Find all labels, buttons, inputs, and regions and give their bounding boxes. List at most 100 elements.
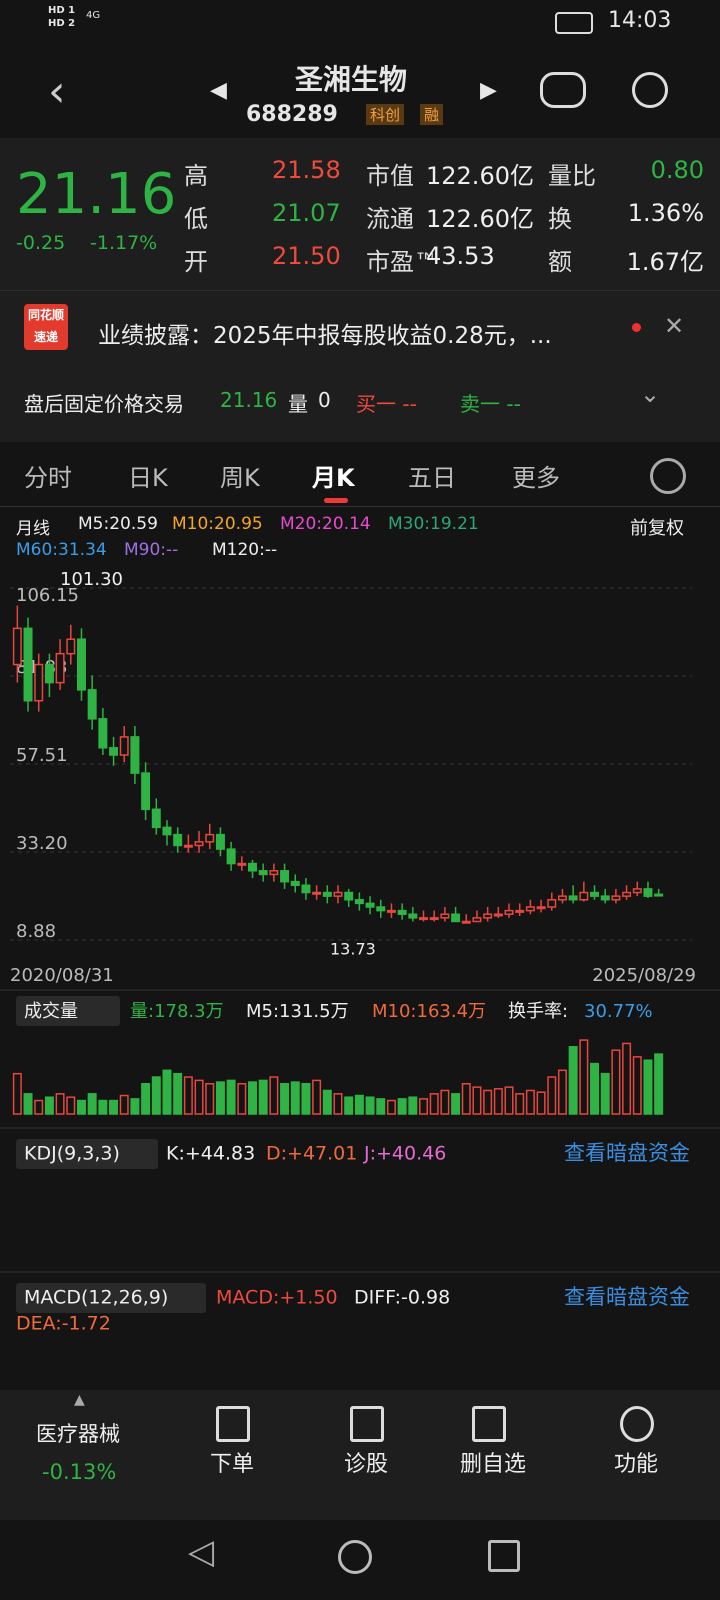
quote-cell: 市值 [366,162,414,190]
button-icon[interactable] [216,1406,250,1442]
vol-bar [622,1042,632,1115]
tab[interactable]: 分时 [24,464,72,492]
vol-bar [483,1089,493,1115]
after-vol-label: 量 [288,392,308,416]
candle-body [611,895,621,901]
quote-cell: 换 [548,205,572,233]
button-label[interactable]: 诊股 [344,1452,389,1477]
nav-back[interactable]: ◁ [188,1532,215,1572]
vol-bar [376,1098,386,1115]
nav-home[interactable] [338,1540,372,1574]
vol-bar [643,1059,653,1115]
search-icon[interactable] [632,72,668,108]
quote-cell: 0.80 [650,156,704,184]
nav-recent[interactable] [488,1540,520,1572]
vol-bar [130,1098,140,1115]
button-icon[interactable] [620,1406,654,1442]
button-label[interactable]: 下单 [210,1452,255,1477]
candle-body [66,638,76,655]
vol-bar [76,1099,86,1115]
close[interactable]: ✕ [664,312,685,340]
stock-name: 圣湘生物 [295,63,408,96]
tab[interactable]: 周K [220,464,260,492]
quote-cell: 市盈™ [366,248,438,276]
button-label[interactable]: 删自选 [460,1452,527,1477]
vol-bar [55,1093,65,1115]
vol-bar [557,1069,567,1115]
sim2: HD 2 [48,18,76,29]
divider [0,506,720,507]
candle-body [525,906,535,912]
tab[interactable]: 月K [312,464,355,492]
prev[interactable]: ◀ [210,78,227,103]
candle-body [547,899,557,908]
sell: 卖一 -- [460,392,521,416]
quote-cell: 21.58 [272,156,341,184]
adjust[interactable]: 前复权 [630,518,684,539]
candle-body [590,891,600,897]
vol-bar [429,1093,439,1115]
ma-item: M30:19.21 [388,514,479,534]
candle-body [333,891,343,897]
candle-body [376,906,386,912]
vol-bar [98,1099,108,1115]
turnover: 30.77% [584,1001,653,1022]
tab[interactable]: 五日 [408,464,456,492]
button-icon[interactable] [350,1406,384,1442]
expand[interactable]: ⌄ [640,380,661,408]
candle-body [280,870,290,883]
quote-cell: 额 [548,248,572,276]
sector[interactable]: 医疗器械 [36,1422,120,1446]
quote-cell: 1.36% [627,199,704,227]
buy: 买一 -- [356,392,417,416]
tab[interactable]: 日K [128,464,168,492]
candle-body [568,895,578,901]
candle-body [354,899,364,905]
news-text[interactable]: 业绩披露：2025年中报每股收益0.28元，... [98,323,552,349]
candle-body [12,627,22,666]
candle-body [504,909,514,915]
candle-body [130,736,140,774]
robot-icon[interactable] [540,72,586,108]
button-label[interactable]: 功能 [614,1452,659,1477]
kdj-item: K:+44.83 [166,1143,255,1165]
turnover-label: 换手率: [508,1001,568,1022]
y-tick-label: 8.88 [16,921,56,942]
tag: 科创 [366,104,405,125]
y-tick-label: 57.51 [16,745,68,766]
arrow-up: ▲ [74,1392,85,1408]
candle-body [579,891,589,901]
vol-item: M5:131.5万 [246,1001,349,1022]
x-end: 2025/08/29 [592,965,696,986]
settings[interactable] [650,458,686,494]
candle-body [226,848,236,865]
kdj-item: D:+47.01 [266,1143,357,1165]
back[interactable]: ‹ [48,66,66,117]
button-icon[interactable] [472,1406,506,1442]
vol-bar [34,1099,44,1115]
macd-link: 查看暗盘资金 [564,1285,690,1309]
candle-body [654,893,664,897]
vol-bar [386,1099,396,1115]
vol-bar [237,1083,247,1115]
candle-body [461,920,471,924]
time: 14:03 [608,8,672,33]
candle-body [344,891,354,901]
vol-title: 成交量 [24,1001,78,1022]
candle-body [397,909,407,915]
ma-period: 月线 [16,519,50,539]
macd-item: DIFF:-0.98 [354,1287,450,1309]
vol-bar [12,1072,22,1115]
candle-body [386,909,396,913]
after-vol: 0 [318,388,331,412]
macd-title: MACD(12,26,9) [24,1287,168,1309]
next[interactable]: ▶ [480,78,497,103]
pct: -1.17% [90,232,158,254]
vol-bar [205,1083,215,1115]
tab[interactable]: 更多 [512,464,560,492]
candle-body [194,841,204,847]
vol-bar [141,1083,151,1115]
candle-body [622,891,632,897]
bottom-bar [0,1390,720,1520]
candle-body [301,884,311,894]
